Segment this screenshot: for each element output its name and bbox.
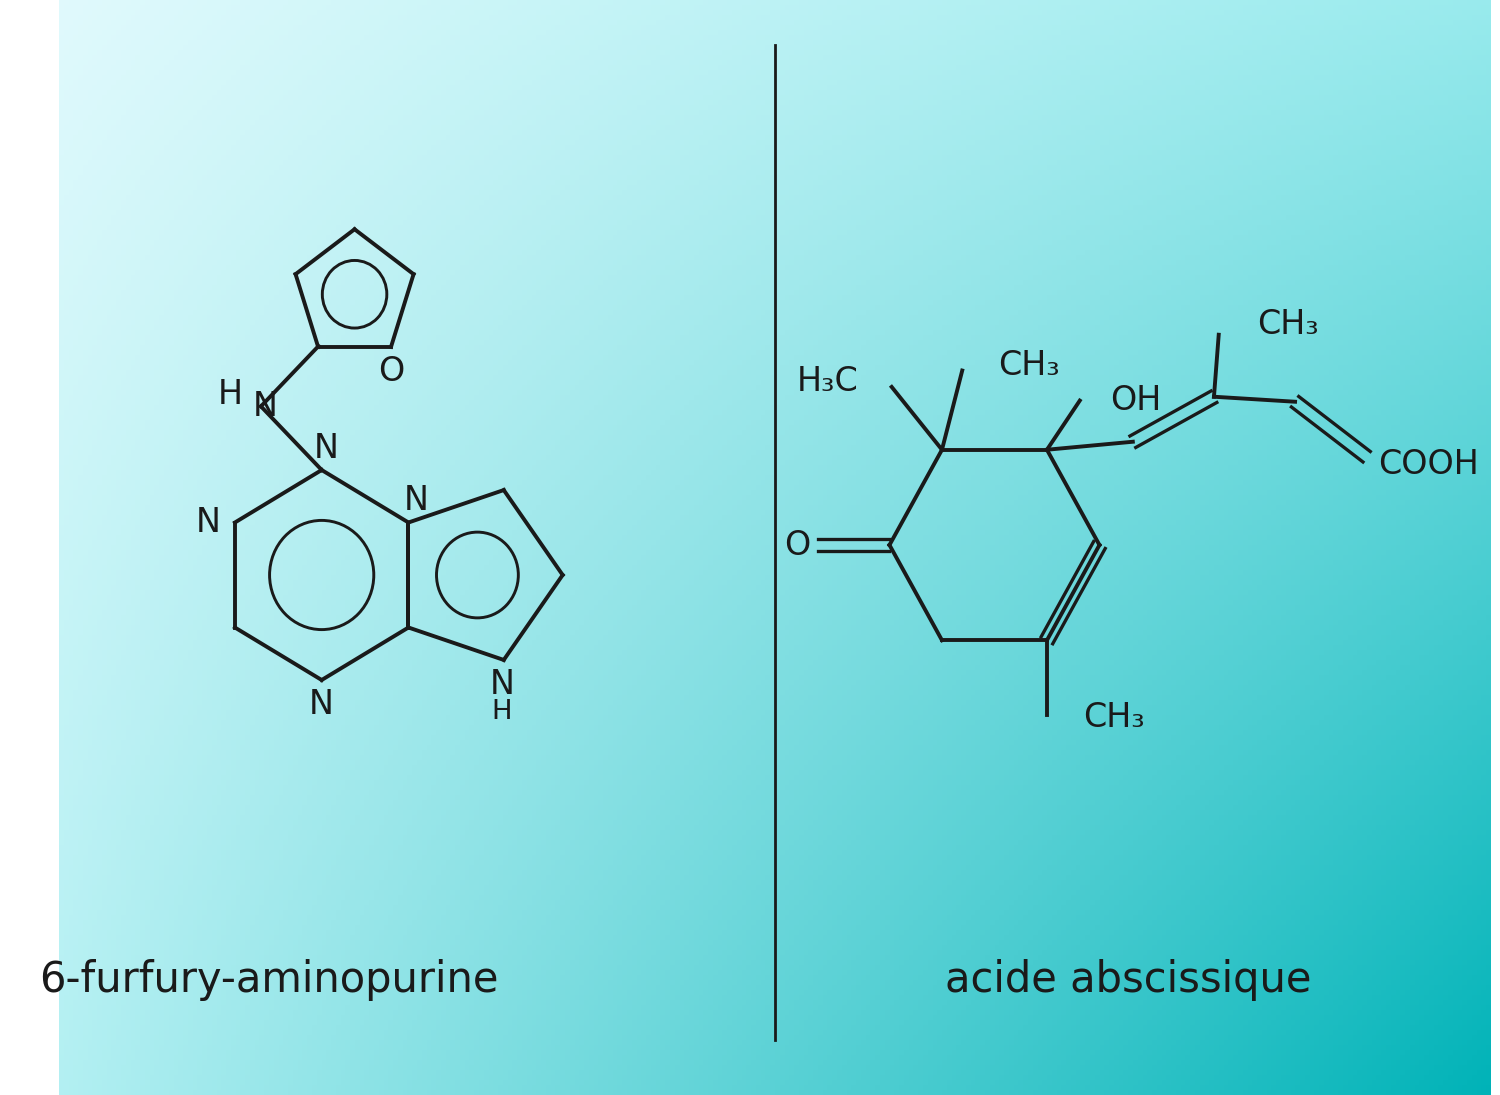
Text: H: H: [492, 699, 512, 725]
Text: O: O: [784, 529, 810, 562]
Text: H: H: [217, 378, 243, 411]
Text: CH₃: CH₃: [1083, 701, 1144, 734]
Text: O: O: [378, 356, 404, 389]
Text: CH₃: CH₃: [999, 349, 1060, 382]
Text: N: N: [489, 668, 514, 702]
Text: N: N: [254, 390, 278, 423]
Text: N: N: [195, 506, 220, 539]
Text: COOH: COOH: [1378, 448, 1479, 481]
Text: N: N: [404, 484, 429, 517]
Text: OH: OH: [1110, 384, 1161, 417]
Text: acide abscissique: acide abscissique: [945, 959, 1311, 1001]
Text: N: N: [309, 689, 334, 722]
Text: CH₃: CH₃: [1257, 308, 1318, 342]
Text: N: N: [314, 431, 339, 464]
Text: 6-furfury-aminopurine: 6-furfury-aminopurine: [39, 959, 500, 1001]
Text: H₃C: H₃C: [796, 366, 858, 399]
